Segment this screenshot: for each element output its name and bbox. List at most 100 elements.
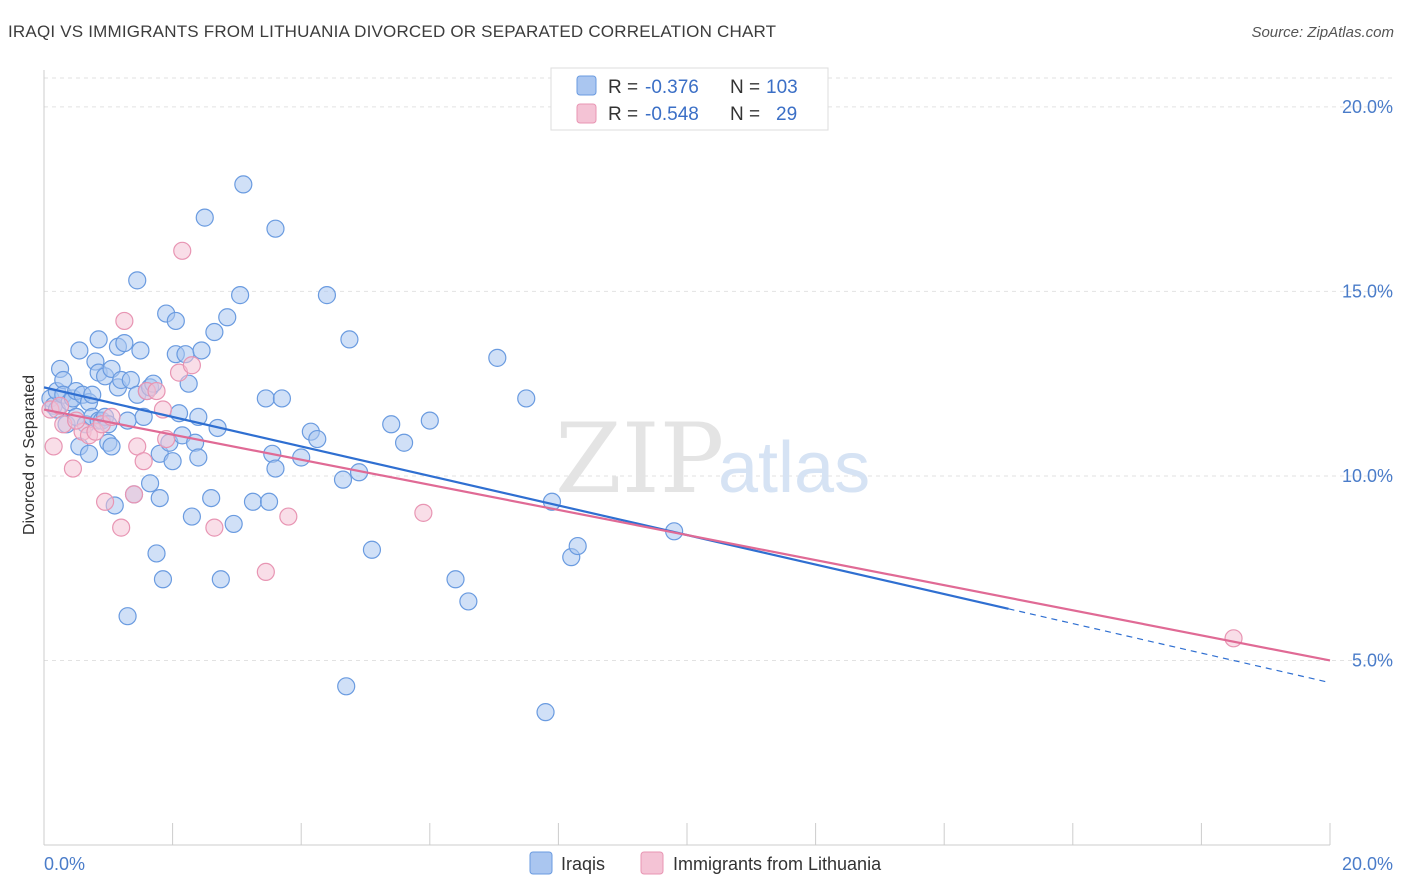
stats-legend-box [550,67,829,131]
point-s0-71 [218,308,237,327]
point-s0-37 [118,607,137,626]
point-s0-75 [243,492,263,511]
point-s0-55 [166,311,185,331]
point-s1-24 [279,507,298,526]
r-label-iraqis: R = [608,77,638,98]
point-s1-22 [205,518,224,537]
point-s0-91 [382,415,401,434]
point-s0-68 [205,322,224,342]
trend-extension-s0 [1008,608,1331,684]
n-label-lithuania: N = [730,104,760,125]
point-s1-25 [414,503,433,522]
legend-swatch-iraqis [529,851,553,875]
trend-line-s0 [43,386,1009,610]
point-s1-12 [124,485,144,504]
point-s0-42 [131,341,150,360]
point-s0-65 [192,341,211,360]
point-s0-101 [568,536,587,556]
point-s0-90 [362,540,382,559]
point-s0-63 [189,448,208,467]
y-tick-labels: 5.0% 10.0% 15.0% 20.0% [1342,97,1393,671]
watermark-zip: ZIP [555,403,724,515]
point-s0-61 [182,507,201,526]
n-value-lithuania: 29 [776,104,797,125]
trend-line-s1 [43,408,1331,662]
point-s0-45 [140,474,160,493]
watermark-atlas: atlas [718,428,870,508]
point-s0-66 [195,208,214,227]
point-s0-72 [224,514,243,534]
r-label-lithuania: R = [608,104,638,125]
source-label: Source: ZipAtlas.com [1251,24,1394,41]
y-tick-label-3: 20.0% [1342,97,1393,117]
point-s1-3 [63,459,83,478]
n-value-iraqis: 103 [766,77,798,98]
point-s0-23 [89,330,108,349]
axes [43,70,1331,846]
point-s1-20 [173,241,192,260]
point-s0-93 [420,411,439,430]
point-s1-10 [112,518,131,537]
chart-title: IRAQI VS IMMIGRANTS FROM LITHUANIA DIVOR… [8,22,777,41]
point-s0-48 [147,544,166,563]
legend-label-iraqis: Iraqis [561,854,605,874]
point-s0-54 [163,452,182,471]
point-s0-95 [459,592,478,611]
data-points [41,175,1243,722]
point-s0-35 [115,333,134,353]
point-s1-21 [182,356,201,375]
point-s0-77 [259,492,279,511]
point-s0-67 [202,488,221,508]
x-tick-label-0: 0.0% [44,854,85,874]
point-s0-94 [446,570,465,589]
lithuania-swatch [576,103,597,124]
series-legend: Iraqis Immigrants from Lithuania [529,851,882,875]
r-value-lithuania: -0.548 [645,104,699,125]
x-tick-label-1: 20.0% [1342,854,1393,874]
point-s0-13 [70,341,89,360]
point-s0-17 [79,444,99,463]
y-tick-label-0: 5.0% [1352,650,1393,670]
legend-swatch-lithuania [640,851,664,875]
legend-label-lithuania: Immigrants from Lithuania [673,854,882,874]
point-s1-1 [44,437,63,456]
trend-lines [43,386,1331,684]
point-s0-30 [102,437,121,456]
point-s0-73 [231,286,250,305]
point-s0-97 [517,389,536,408]
point-s0-98 [536,703,555,722]
point-s1-14 [134,452,153,471]
point-s0-50 [150,488,169,508]
point-s1-11 [115,311,134,331]
point-s0-79 [266,459,285,478]
point-s1-23 [256,562,275,582]
r-value-iraqis: -0.376 [645,77,699,98]
y-tick-label-1: 10.0% [1342,466,1393,486]
point-s0-74 [234,175,253,194]
point-s1-27 [50,396,70,415]
watermark: ZIP atlas [555,403,870,515]
point-s0-88 [340,330,359,349]
point-s1-26 [1224,629,1243,648]
point-s0-51 [153,570,173,589]
point-s0-80 [266,219,285,238]
stats-legend: R = -0.376 N = 103 R = -0.548 N = 29 [550,67,829,131]
y-tick-label-2: 15.0% [1342,281,1393,301]
point-s0-40 [128,271,147,290]
y-axis-label: Divorced or Separated [21,375,38,535]
point-s0-87 [337,677,356,696]
point-s0-70 [211,570,230,589]
point-s1-16 [147,381,166,401]
grid-lines [44,77,1395,661]
x-tick-labels: 0.0% 20.0% [44,854,1393,874]
point-s0-81 [272,389,292,408]
point-s0-76 [256,389,275,408]
point-s1-8 [95,492,115,511]
n-label-iraqis: N = [730,77,760,98]
point-s0-86 [333,470,353,489]
point-s0-84 [308,429,327,449]
point-s0-85 [317,286,337,305]
point-s0-43 [134,407,153,427]
point-s0-96 [488,348,507,367]
